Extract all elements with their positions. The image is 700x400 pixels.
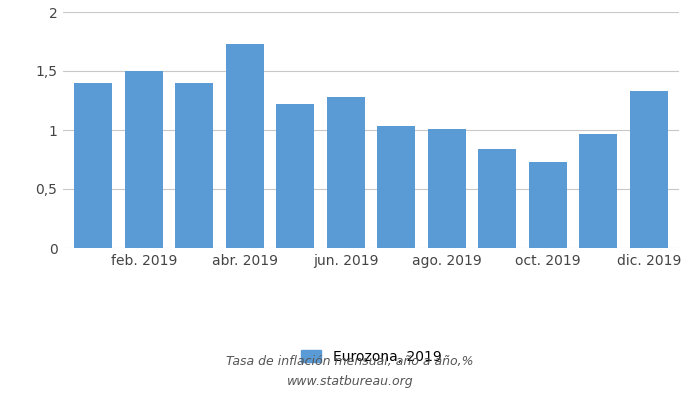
Bar	[377, 126, 415, 248]
Bar	[276, 104, 314, 248]
Text: www.statbureau.org: www.statbureau.org	[287, 376, 413, 388]
Bar	[74, 83, 112, 248]
Bar	[580, 134, 617, 248]
Text: Tasa de inflación mensual, año a año,%: Tasa de inflación mensual, año a año,%	[226, 356, 474, 368]
Bar	[528, 162, 567, 248]
Legend: Eurozona, 2019: Eurozona, 2019	[301, 350, 441, 364]
Bar	[478, 149, 516, 248]
Bar	[327, 97, 365, 248]
Bar	[428, 129, 466, 248]
Bar	[226, 44, 264, 248]
Bar	[125, 71, 162, 248]
Bar	[175, 83, 214, 248]
Bar	[630, 91, 668, 248]
